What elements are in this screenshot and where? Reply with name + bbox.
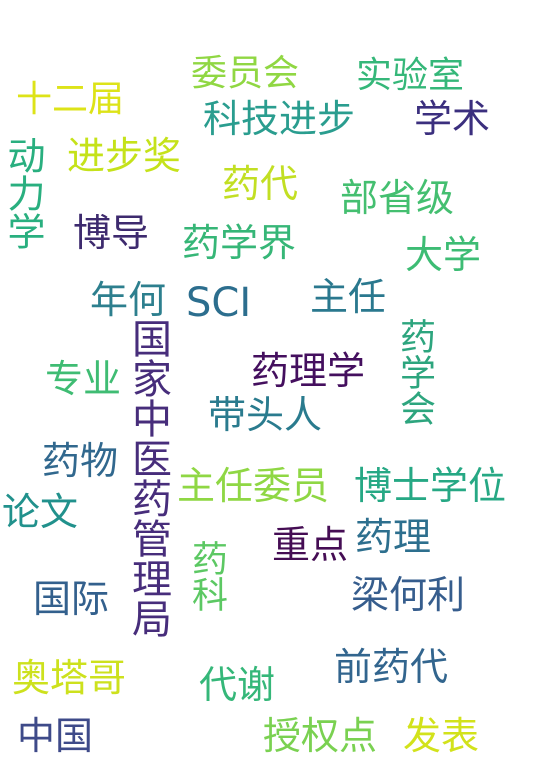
word-zhongdian: 重点 — [272, 523, 349, 567]
word-shierjie: 十二届 — [16, 79, 125, 120]
word-kejijinbu: 科技进步 — [203, 97, 356, 141]
word-yaoke: 药科 — [186, 540, 227, 612]
word-shiyanshi: 实验室 — [356, 55, 465, 96]
word-guojiazhongyiyao: 国家中医药管理局 — [125, 318, 171, 638]
word-yaoli: 药理 — [355, 515, 432, 559]
word-xueshu: 学术 — [414, 97, 491, 141]
word-donglixue: 动力学 — [1, 136, 45, 250]
word-qianyaodai: 前药代 — [334, 645, 449, 689]
word-aotage: 奥塔哥 — [12, 656, 127, 700]
word-weiyuanhui: 委员会 — [191, 53, 300, 94]
word-zhuren: 主任 — [310, 275, 387, 319]
word-zhurenweiyuan: 主任委员 — [177, 464, 330, 508]
word-shouquandian: 授权点 — [263, 714, 378, 758]
word-lianghelì: 梁何利 — [351, 573, 466, 617]
word-guoji: 国际 — [33, 577, 110, 621]
word-yaoxuehui: 药学会 — [394, 318, 435, 426]
word-sci: SCI — [186, 280, 252, 326]
word-zhuanye: 专业 — [45, 357, 122, 401]
word-yaowu: 药物 — [42, 439, 119, 483]
word-bushengji: 部省级 — [340, 176, 455, 220]
word-zhongguo: 中国 — [17, 714, 94, 758]
word-fabiao: 发表 — [403, 714, 480, 758]
word-boshixuewei: 博士学位 — [354, 464, 507, 508]
word-daxue: 大学 — [405, 233, 482, 277]
word-yaolixue: 药理学 — [251, 349, 366, 393]
word-daitouren: 带头人 — [208, 393, 323, 437]
word-bodao: 博导 — [73, 211, 150, 255]
word-yaoxuejie: 药学界 — [182, 221, 297, 265]
word-nianhe: 年何 — [90, 278, 167, 322]
word-lunwen: 论文 — [2, 490, 79, 534]
word-daixie: 代谢 — [199, 663, 276, 707]
word-yaodai: 药代 — [222, 162, 299, 206]
word-jinbujiang: 进步奖 — [67, 134, 182, 178]
